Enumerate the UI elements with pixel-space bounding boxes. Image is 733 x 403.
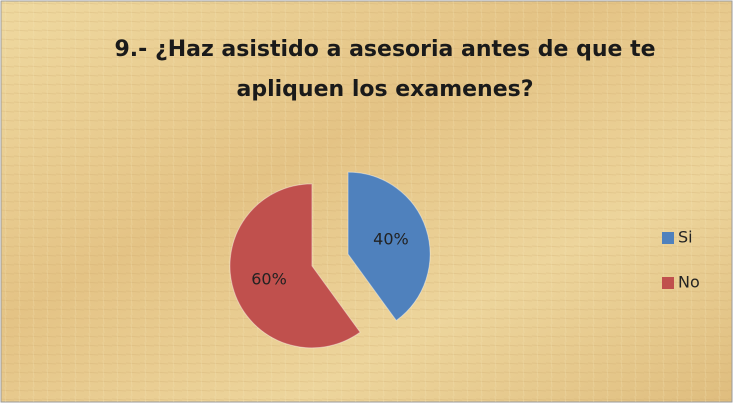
legend-label: Si bbox=[678, 228, 693, 247]
pie-slice bbox=[347, 171, 431, 322]
data-label: 60% bbox=[251, 269, 287, 288]
pie-slice bbox=[229, 183, 361, 349]
legend-swatch bbox=[662, 277, 674, 289]
data-label: 40% bbox=[373, 230, 409, 249]
legend-swatch bbox=[662, 232, 674, 244]
chart-title: 9.- ¿Haz asistido a asesoria antes de qu… bbox=[114, 37, 656, 102]
legend-label: No bbox=[678, 273, 700, 292]
